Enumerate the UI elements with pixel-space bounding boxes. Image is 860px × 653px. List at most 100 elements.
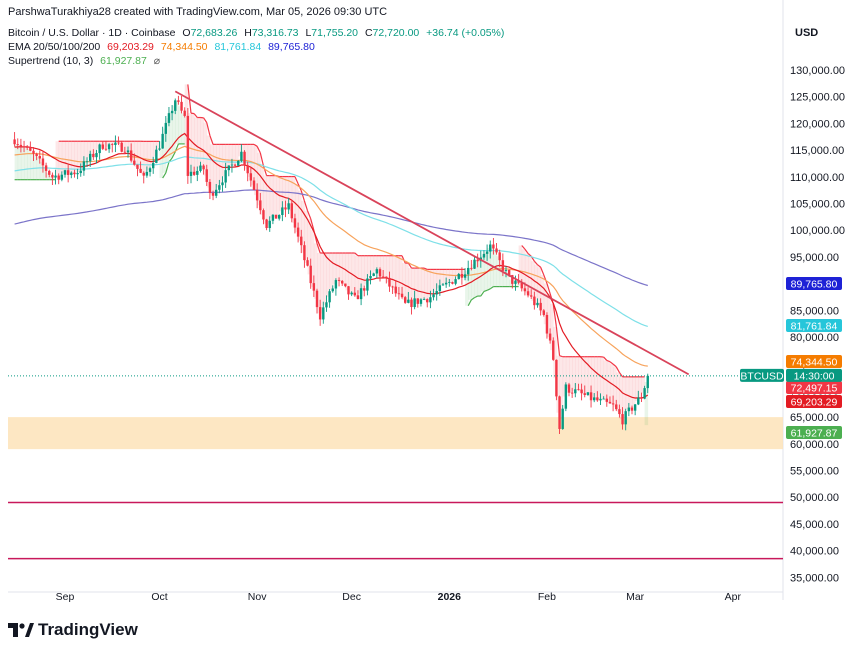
- price-tick-label: 45,000.00: [790, 519, 839, 531]
- candle-body: [60, 174, 64, 180]
- candle-body: [126, 150, 130, 153]
- candle: [306, 257, 309, 267]
- candle-body: [76, 173, 79, 175]
- supertrend-line: [489, 286, 494, 290]
- candle-body: [240, 151, 243, 161]
- candle: [564, 382, 568, 412]
- close-value: C72,720.00: [364, 27, 420, 39]
- supertrend-fill: [30, 152, 34, 180]
- candle: [599, 393, 602, 406]
- candle-body: [602, 398, 605, 400]
- candle-body: [539, 302, 542, 311]
- supertrend-fill: [231, 144, 236, 166]
- symbol-name[interactable]: Bitcoin / U.S. Dollar · 1D · Coinbase: [8, 27, 176, 39]
- candle-body: [561, 408, 564, 429]
- supertrend-fill: [175, 101, 179, 144]
- supertrend-line: [555, 326, 561, 356]
- supertrend-fill: [74, 141, 78, 174]
- candle: [618, 404, 621, 418]
- candle: [164, 116, 167, 142]
- tradingview-logo: TradingView: [8, 620, 138, 640]
- candle-body: [98, 144, 101, 154]
- candle-body: [114, 142, 117, 146]
- time-tick-label: 2026: [438, 591, 462, 603]
- supertrend-line: [603, 356, 608, 361]
- supertrend-line: [618, 372, 624, 378]
- supertrend-fill: [625, 376, 630, 410]
- candle: [312, 275, 316, 297]
- candle-body: [268, 220, 271, 229]
- price-tag-text: 74,344.50: [791, 357, 838, 369]
- supertrend-line: [521, 245, 526, 250]
- candle: [359, 283, 363, 306]
- candle: [485, 244, 489, 261]
- supertrend-fill: [216, 144, 220, 188]
- hide-icon[interactable]: ⌀: [153, 55, 161, 67]
- supertrend-line: [165, 161, 170, 174]
- candle: [95, 149, 98, 164]
- supertrend-fill: [143, 141, 148, 174]
- candle-body: [498, 252, 501, 261]
- candle: [627, 402, 631, 417]
- price-tick-label: 85,000.00: [790, 305, 839, 317]
- candle: [101, 141, 104, 151]
- candle: [114, 135, 117, 153]
- supertrend-line: [401, 255, 406, 264]
- ema-legend[interactable]: EMA 20/50/100/200 69,203.29 74,344.50 81…: [8, 41, 319, 53]
- candle-body: [19, 144, 23, 147]
- candle-body: [155, 149, 158, 163]
- candle-body: [432, 294, 435, 298]
- candle-body: [473, 259, 476, 269]
- supertrend-legend[interactable]: Supertrend (10, 3) 61,927.87 ⌀: [8, 55, 164, 67]
- supertrend-fill: [512, 282, 516, 287]
- candle-body: [507, 269, 511, 276]
- candle: [580, 383, 583, 401]
- candle: [337, 277, 341, 287]
- ema200-value: 89,765.80: [268, 41, 315, 53]
- candle-body: [589, 392, 593, 401]
- candle-body: [548, 333, 552, 341]
- supertrend-fill: [168, 112, 173, 159]
- supertrend-fill: [449, 269, 453, 283]
- candle: [111, 143, 114, 153]
- supertrend-fill: [332, 253, 337, 285]
- candle: [548, 328, 552, 344]
- supertrend-value: 61,927.87: [100, 55, 147, 67]
- candle-body: [208, 181, 212, 194]
- symbol-tag-bg: [740, 368, 784, 382]
- candle: [136, 164, 139, 177]
- candle: [429, 290, 432, 309]
- candle: [268, 216, 271, 232]
- supertrend-line: [294, 176, 299, 185]
- supertrend-fill: [575, 356, 579, 390]
- candle-body: [344, 283, 347, 287]
- candle-body: [287, 203, 290, 210]
- candle: [227, 165, 230, 177]
- candle: [341, 280, 344, 286]
- candle-body: [558, 396, 561, 429]
- candle-body: [570, 392, 574, 394]
- symbol-legend: Bitcoin / U.S. Dollar · 1D · Coinbase O7…: [8, 27, 508, 39]
- candle: [192, 166, 196, 176]
- supertrend-fill: [644, 381, 649, 426]
- candle-body: [624, 411, 627, 425]
- candle-body: [388, 277, 391, 287]
- candle: [29, 141, 32, 152]
- supertrend-fill: [628, 376, 633, 410]
- supertrend-fill: [24, 147, 28, 180]
- candle: [476, 253, 479, 268]
- candle-body: [309, 265, 312, 284]
- candle-body: [583, 393, 586, 395]
- candle: [621, 407, 624, 430]
- candle-body: [35, 153, 38, 157]
- supertrend-fill: [559, 356, 564, 419]
- candle: [404, 295, 407, 304]
- currency-label[interactable]: USD: [795, 27, 819, 39]
- candle: [152, 156, 155, 174]
- candle: [611, 395, 615, 412]
- candle: [558, 395, 561, 435]
- supertrend-fill: [317, 253, 321, 314]
- candle: [498, 249, 501, 268]
- candle-body: [259, 200, 262, 211]
